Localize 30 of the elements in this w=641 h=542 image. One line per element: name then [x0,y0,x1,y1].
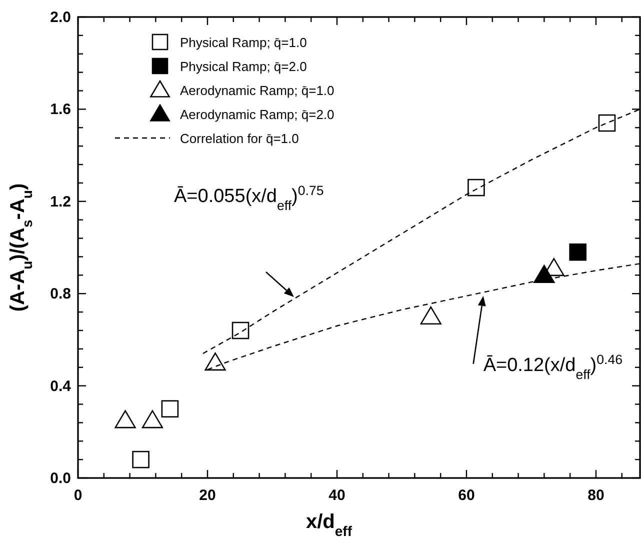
point [114,410,136,428]
x-tick-label: 20 [199,487,216,504]
point [204,352,226,371]
point [569,243,586,261]
legend-label: Aerodynamic Ramp; q̄=1.0 [180,83,334,98]
annotation: Ā=0.12(x/d$_{eff}$)$^{0.46}$ [483,351,622,382]
y-tick-label: 1.6 [50,101,71,118]
legend-label: Aerodynamic Ramp; q̄=2.0 [180,107,334,122]
legend-label: Physical Ramp; q̄=2.0 [180,59,307,74]
legend-label: Physical Ramp; q̄=1.0 [180,35,307,50]
point [142,410,164,428]
y-tick-label: 0.4 [50,378,72,395]
point [598,114,616,132]
y-tick-label: 0.0 [50,470,71,487]
point [420,306,442,324]
point [132,450,150,468]
y-tick-label: 2.0 [50,9,71,26]
x-axis-title: x/d$_{eff}$ [306,511,352,539]
point [161,400,179,418]
y-tick-label: 1.2 [50,193,71,210]
x-tick-label: 80 [588,487,604,504]
point [232,322,250,340]
annotation: Ā=0.055(x/d$_{eff}$)$^{0.75}$ [174,182,324,212]
x-tick-label: 60 [458,487,475,504]
x-tick-label: 0 [74,487,82,504]
legend-label: Correlation for q̄=1.0 [180,131,299,146]
point [468,178,485,196]
y-tick-label: 0.8 [50,286,71,303]
point [534,264,555,284]
x-tick-label: 40 [328,487,346,504]
